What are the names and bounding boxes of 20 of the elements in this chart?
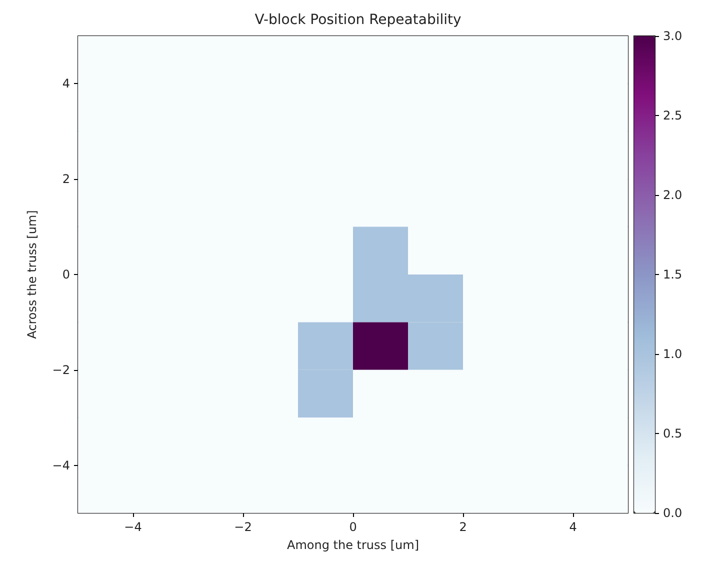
color-bar-label: 1.0: [663, 347, 682, 361]
color-bar-label: 2.5: [663, 108, 682, 122]
x-tick-label: −2: [234, 520, 252, 534]
color-bar-label: 3.0: [663, 29, 682, 43]
y-axis-title: Across the truss [um]: [25, 210, 39, 339]
x-tick-label: 2: [459, 520, 467, 534]
x-tick-label: 4: [569, 520, 577, 534]
color-bar-label: 0.0: [663, 506, 682, 520]
color-bar-label: 0.5: [663, 426, 682, 440]
y-tick-label: −4: [52, 458, 70, 472]
x-axis-title: Among the truss [um]: [286, 538, 420, 552]
color-bar-label: 1.5: [663, 268, 682, 282]
chart-title: V-block Position Repeatability: [254, 12, 462, 28]
color-bar-label: 2.0: [663, 188, 682, 202]
y-tick-label: 4: [62, 76, 70, 91]
y-tick-label: 2: [62, 172, 70, 186]
x-tick-label: 0: [349, 520, 357, 534]
x-tick-label: −4: [124, 520, 142, 534]
y-tick-label: 0: [62, 268, 70, 282]
y-tick-label: −2: [52, 362, 70, 377]
